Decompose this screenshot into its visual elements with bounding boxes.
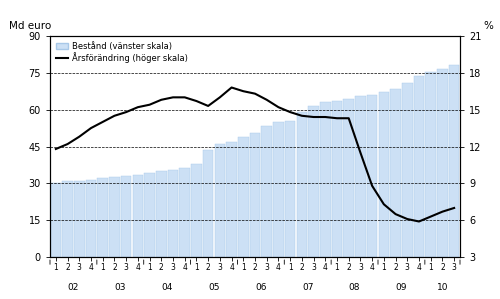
Bar xyxy=(296,112,307,257)
Text: 05: 05 xyxy=(208,283,220,292)
Bar xyxy=(285,121,296,257)
Bar xyxy=(62,181,73,257)
Text: 10: 10 xyxy=(436,283,448,292)
Bar xyxy=(320,102,330,257)
Bar xyxy=(180,168,190,257)
Bar xyxy=(121,176,132,257)
Bar xyxy=(437,69,448,257)
Bar xyxy=(308,106,319,257)
Bar xyxy=(367,95,378,257)
Bar xyxy=(390,89,401,257)
Text: 07: 07 xyxy=(302,283,314,292)
Bar xyxy=(378,92,389,257)
Text: 09: 09 xyxy=(396,283,407,292)
Bar xyxy=(426,71,436,257)
Text: 04: 04 xyxy=(162,283,173,292)
Bar xyxy=(273,122,283,257)
Bar xyxy=(74,181,85,257)
Bar xyxy=(262,126,272,257)
Text: 06: 06 xyxy=(255,283,266,292)
Bar xyxy=(402,83,412,257)
Bar xyxy=(449,65,460,257)
Bar xyxy=(344,99,354,257)
Bar xyxy=(98,178,108,257)
Bar xyxy=(214,144,225,257)
Bar xyxy=(144,173,155,257)
Bar xyxy=(132,175,143,257)
Text: 02: 02 xyxy=(68,283,79,292)
Legend: Bestånd (vänster skala), Årsförändring (höger skala): Bestånd (vänster skala), Årsförändring (… xyxy=(54,40,190,65)
Bar xyxy=(414,77,424,257)
Bar xyxy=(355,96,366,257)
Bar xyxy=(50,183,61,257)
Bar xyxy=(86,180,96,257)
Bar xyxy=(250,133,260,257)
Text: Md euro: Md euro xyxy=(9,22,51,31)
Bar xyxy=(156,171,166,257)
Bar xyxy=(238,137,248,257)
Text: 08: 08 xyxy=(349,283,360,292)
Bar xyxy=(109,177,120,257)
Bar xyxy=(203,150,213,257)
Text: %: % xyxy=(483,22,493,31)
Bar xyxy=(191,164,202,257)
Bar xyxy=(168,170,178,257)
Bar xyxy=(226,142,237,257)
Bar xyxy=(332,101,342,257)
Text: 03: 03 xyxy=(114,283,126,292)
